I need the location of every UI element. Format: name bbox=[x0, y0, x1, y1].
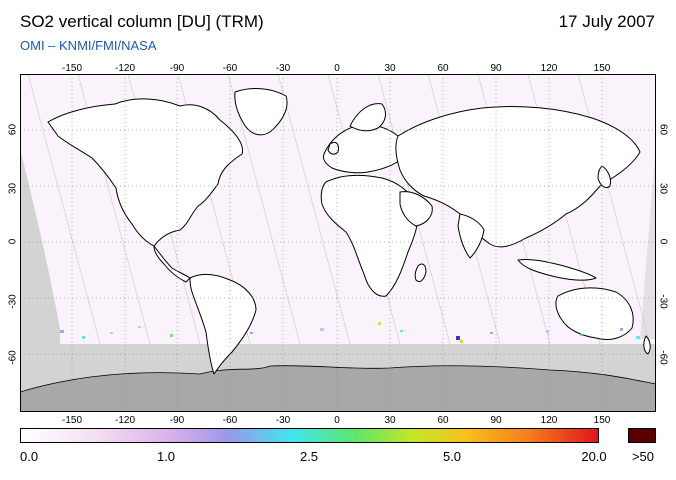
lat-tick-left: 30 bbox=[7, 182, 19, 195]
lon-tick-top: 150 bbox=[593, 63, 611, 74]
colorbar-label: 1.0 bbox=[156, 449, 176, 464]
lon-tick-bottom: -90 bbox=[169, 415, 185, 426]
lon-tick-bottom: -60 bbox=[222, 415, 238, 426]
map-date: 17 July 2007 bbox=[558, 12, 655, 31]
lon-tick-bottom: 30 bbox=[384, 415, 396, 426]
lon-tick-bottom: -120 bbox=[114, 415, 136, 426]
lon-tick-top: -30 bbox=[275, 63, 291, 74]
lat-tick-right: 60 bbox=[657, 123, 669, 136]
lon-tick-bottom: 90 bbox=[490, 415, 502, 426]
lon-tick-bottom: -30 bbox=[275, 415, 291, 426]
lon-tick-top: -150 bbox=[61, 63, 83, 74]
map-credits: OMI – KNMI/FMI/NASA bbox=[20, 38, 157, 53]
lat-tick-right: 0 bbox=[657, 238, 669, 245]
asia bbox=[395, 105, 641, 248]
lon-tick-bottom: 60 bbox=[437, 415, 449, 426]
central-america bbox=[153, 245, 191, 283]
south-america bbox=[189, 273, 257, 375]
lat-tick-left: -60 bbox=[7, 350, 19, 365]
lon-tick-top: -60 bbox=[222, 63, 238, 74]
lat-tick-right: -30 bbox=[657, 294, 669, 309]
lon-tick-top: 30 bbox=[384, 63, 396, 74]
india bbox=[457, 213, 485, 259]
colorbar-label: 2.5 bbox=[299, 449, 319, 464]
map-title: SO2 vertical column [DU] (TRM) bbox=[20, 12, 264, 31]
so2-world-map bbox=[20, 74, 656, 412]
north-america bbox=[47, 98, 244, 247]
lon-tick-bottom: 150 bbox=[593, 415, 611, 426]
indonesia bbox=[517, 259, 597, 281]
lon-tick-top: 120 bbox=[540, 63, 558, 74]
arabia bbox=[399, 191, 433, 227]
australia bbox=[555, 287, 634, 341]
madagascar bbox=[414, 263, 427, 283]
lon-tick-bottom: 120 bbox=[540, 415, 558, 426]
antarctica bbox=[20, 365, 656, 412]
colorbar-overflow-box bbox=[628, 428, 656, 443]
lat-tick-left: 0 bbox=[7, 238, 19, 245]
colorbar bbox=[20, 428, 656, 443]
continents bbox=[47, 88, 651, 375]
map-frame bbox=[20, 74, 656, 412]
lon-tick-top: 90 bbox=[490, 63, 502, 74]
colorbar-gradient bbox=[20, 428, 599, 443]
lon-tick-bottom: 0 bbox=[334, 415, 340, 426]
japan bbox=[597, 165, 611, 189]
lon-tick-top: -90 bbox=[169, 63, 185, 74]
so2-speckle bbox=[60, 322, 640, 343]
graticule bbox=[20, 74, 656, 412]
lon-tick-top: 60 bbox=[437, 63, 449, 74]
uk-ireland bbox=[327, 141, 339, 155]
lat-tick-right: -60 bbox=[657, 350, 669, 365]
lon-tick-top: 0 bbox=[334, 63, 340, 74]
no-data-wedge-east bbox=[640, 144, 656, 339]
scandinavia bbox=[349, 103, 386, 132]
africa bbox=[320, 174, 419, 297]
lat-tick-right: 30 bbox=[657, 182, 669, 195]
colorbar-label: >50 bbox=[631, 449, 655, 464]
colorbar-label: 0.0 bbox=[20, 449, 39, 464]
lon-tick-bottom: -150 bbox=[61, 415, 83, 426]
lat-tick-left: 60 bbox=[7, 123, 19, 136]
greenland bbox=[234, 88, 288, 136]
lon-tick-top: -120 bbox=[114, 63, 136, 74]
colorbar-label: 20.0 bbox=[581, 449, 607, 464]
lat-tick-left: -30 bbox=[7, 294, 19, 309]
colorbar-label: 5.0 bbox=[442, 449, 462, 464]
